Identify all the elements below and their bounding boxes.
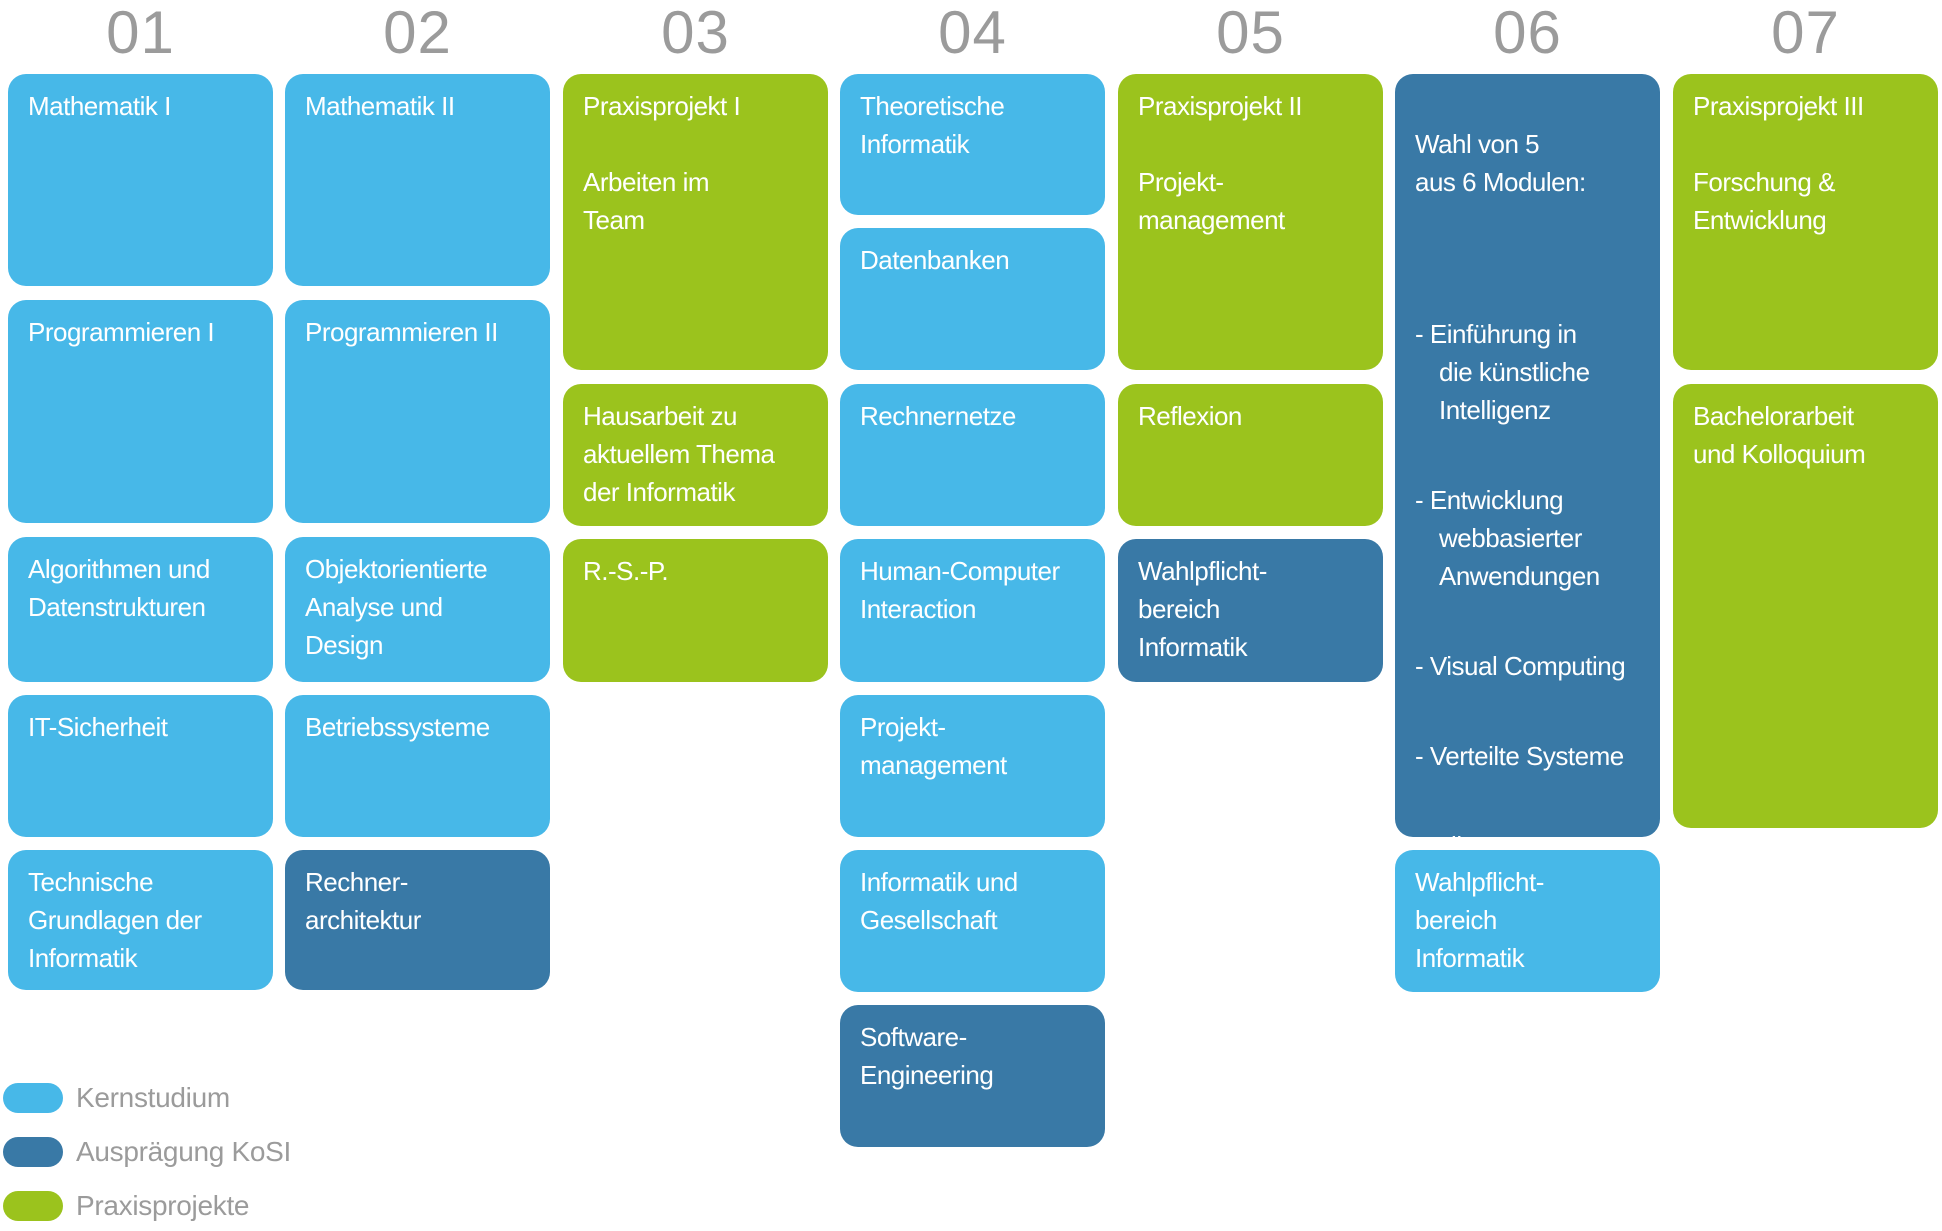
module-block-informatik-gesellschaft: Informatik und Gesellschaft: [840, 850, 1105, 992]
semester-column-07: Praxisprojekt III Forschung & Entwicklun…: [1673, 74, 1938, 828]
module-block-datenbanken: Datenbanken: [840, 228, 1105, 370]
module-block-hci: Human-Computer Interaction: [840, 539, 1105, 682]
module-block-mathematik-1: Mathematik I: [8, 74, 273, 286]
module-block-programmieren-1: Programmieren I: [8, 300, 273, 523]
semester-header-05: 05: [1216, 0, 1285, 66]
module-block-praxisprojekt-1: Praxisprojekt I Arbeiten im Team: [563, 74, 828, 370]
legend-item-kosi: Ausprägung KoSI: [3, 1136, 291, 1167]
module-block-hausarbeit: Hausarbeit zu aktuellem Thema der Inform…: [563, 384, 828, 526]
semester-column-04: Theoretische Informatik Datenbanken Rech…: [840, 74, 1105, 1147]
semester-column-05: Praxisprojekt II Projekt- management Ref…: [1118, 74, 1383, 682]
module-block-bachelorarbeit: Bachelorarbeit und Kolloquium: [1673, 384, 1938, 828]
kernstudium-color-swatch: [3, 1083, 63, 1113]
semester-column-06: Wahl von 5 aus 6 Modulen: - Einführung i…: [1395, 74, 1660, 992]
legend-item-praxisprojekte: Praxisprojekte: [3, 1190, 291, 1221]
legend-label-kosi: Ausprägung KoSI: [76, 1136, 291, 1167]
module-block-rechnernetze: Rechnernetze: [840, 384, 1105, 526]
module-block-wahl-5-aus-6: Wahl von 5 aus 6 Modulen: - Einführung i…: [1395, 74, 1660, 837]
semester-header-01: 01: [106, 0, 175, 66]
module-block-theoretische-informatik: Theoretische Informatik: [840, 74, 1105, 215]
legend-label-kernstudium: Kernstudium: [76, 1082, 230, 1113]
wahl-item-webbasierte-anwendungen: - Entwicklung webbasierter Anwendungen: [1415, 485, 1600, 591]
wahl-item-visual-computing: - Visual Computing: [1415, 651, 1626, 681]
module-block-praxisprojekt-3: Praxisprojekt III Forschung & Entwicklun…: [1673, 74, 1938, 370]
semester-header-07: 07: [1771, 0, 1840, 66]
module-block-technische-grundlagen: Technische Grundlagen der Informatik: [8, 850, 273, 990]
semester-column-03: Praxisprojekt I Arbeiten im Team Hausarb…: [563, 74, 828, 682]
legend-item-kernstudium: Kernstudium: [3, 1082, 291, 1113]
semester-header-06: 06: [1493, 0, 1562, 66]
semester-header-03: 03: [661, 0, 730, 66]
module-block-software-engineering: Software- Engineering: [840, 1005, 1105, 1147]
wahl-item-verteilte-systeme: - Verteilte Systeme: [1415, 741, 1624, 771]
module-block-it-sicherheit: IT-Sicherheit: [8, 695, 273, 837]
kosi-color-swatch: [3, 1137, 63, 1167]
semester-header-04: 04: [938, 0, 1007, 66]
module-block-projektmanagement: Projekt- management: [840, 695, 1105, 837]
module-block-algorithmen-datenstrukturen: Algorithmen und Datenstrukturen: [8, 537, 273, 682]
module-block-wahlpflichtbereich-kosi: Wahlpflicht- bereich Informatik: [1118, 539, 1383, 682]
semester-header-02: 02: [383, 0, 452, 66]
module-block-ooad: Objektorientierte Analyse und Design: [285, 537, 550, 682]
semester-column-01: Mathematik I Programmieren I Algorithmen…: [8, 74, 273, 990]
module-block-reflexion: Reflexion: [1118, 384, 1383, 526]
praxisprojekte-color-swatch: [3, 1191, 63, 1221]
semester-column-02: Mathematik II Programmieren II Objektori…: [285, 74, 550, 990]
wahl-title: Wahl von 5 aus 6 Modulen:: [1415, 129, 1586, 197]
module-block-betriebssysteme: Betriebssysteme: [285, 695, 550, 837]
module-block-rsp: R.-S.-P.: [563, 539, 828, 682]
wahl-item-mikroprozessorsysteme: - Mikroprozessor- systeme: [1415, 827, 1648, 837]
wahl-module-list: - Einführung in die künstliche Intellige…: [1415, 277, 1648, 837]
module-block-rechnerarchitektur: Rechner- architektur: [285, 850, 550, 990]
legend: Kernstudium Ausprägung KoSI Praxisprojek…: [3, 1082, 291, 1231]
module-block-wahlpflichtbereich-kern: Wahlpflicht- bereich Informatik: [1395, 850, 1660, 992]
module-block-mathematik-2: Mathematik II: [285, 74, 550, 286]
wahl-item-kuenstliche-intelligenz: - Einführung in die künstliche Intellige…: [1415, 319, 1590, 425]
legend-label-praxisprojekte: Praxisprojekte: [76, 1190, 250, 1221]
module-block-praxisprojekt-2: Praxisprojekt II Projekt- management: [1118, 74, 1383, 370]
module-block-programmieren-2: Programmieren II: [285, 300, 550, 523]
